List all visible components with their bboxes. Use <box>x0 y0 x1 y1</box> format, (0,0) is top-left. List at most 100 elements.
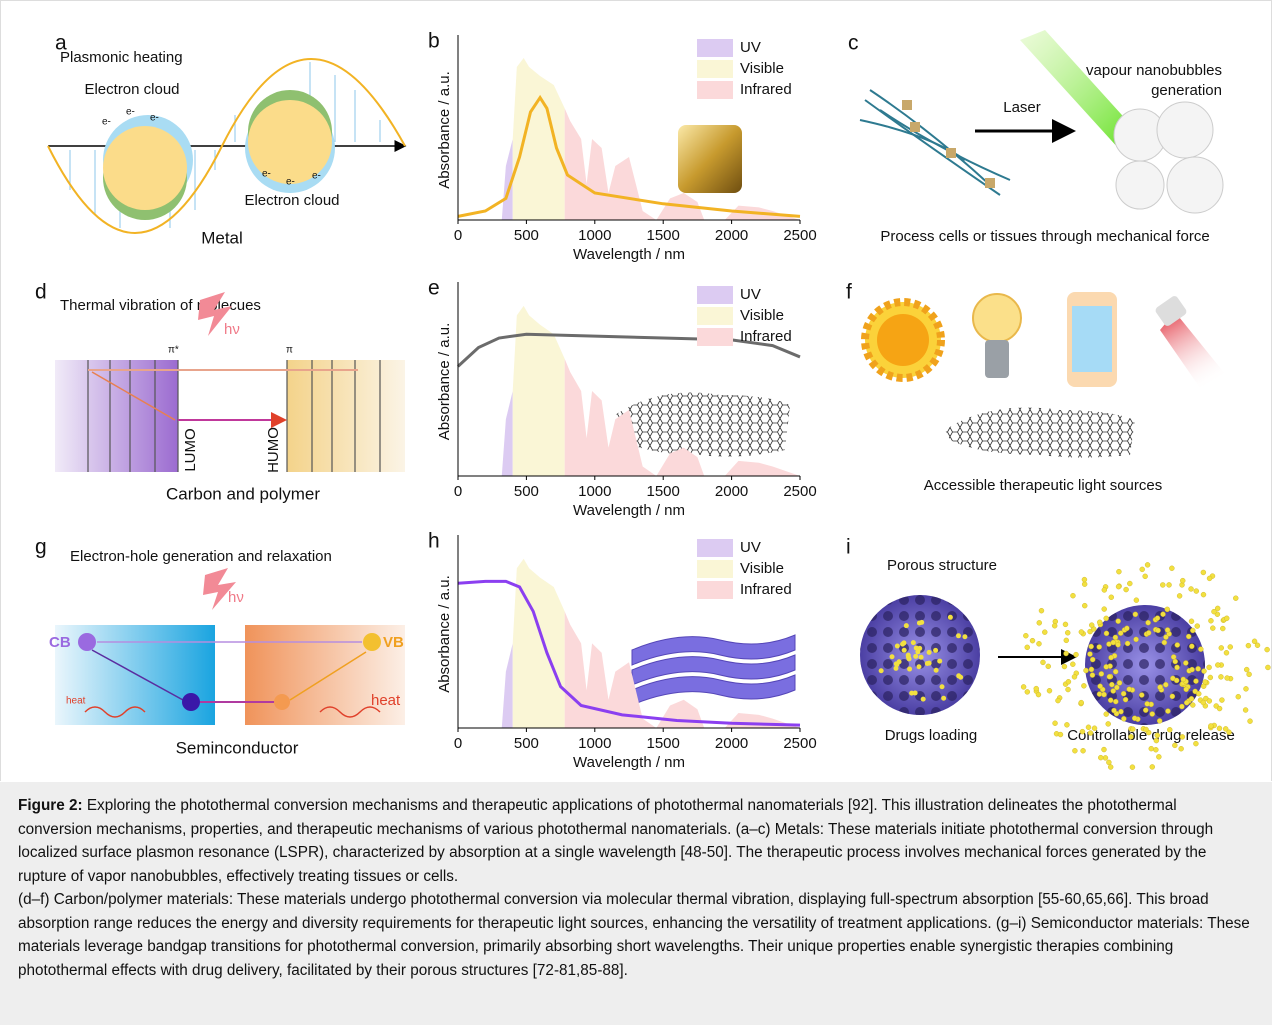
orbital-label: π <box>286 345 293 356</box>
drug <box>1111 640 1116 645</box>
drug <box>1201 570 1206 575</box>
drug <box>1104 631 1109 636</box>
drug <box>1125 641 1130 646</box>
panel-caption: Accessible therapeutic light sources <box>924 477 1162 494</box>
drug <box>933 648 938 653</box>
panel-caption: Carbon and polymer <box>166 484 320 503</box>
drug <box>1132 716 1137 721</box>
drug <box>1021 684 1026 689</box>
legend-swatch <box>697 81 733 99</box>
drug <box>1155 616 1160 621</box>
drug <box>1109 682 1114 687</box>
drug <box>1189 619 1194 624</box>
drug <box>1207 698 1212 703</box>
drug <box>1146 630 1151 635</box>
drug <box>1090 673 1095 678</box>
drug <box>1207 576 1212 581</box>
drug <box>1109 655 1114 660</box>
drug <box>958 675 963 680</box>
drug <box>879 668 884 673</box>
drug <box>902 648 907 653</box>
drug <box>1097 644 1102 649</box>
drug <box>1172 743 1177 748</box>
drug <box>1046 664 1051 669</box>
bulb-base <box>985 340 1009 378</box>
drug <box>904 623 909 628</box>
x-tick-label: 0 <box>454 227 462 244</box>
drug <box>1219 645 1224 650</box>
panel-caption: Seminconductor <box>176 738 299 757</box>
spectrum-region <box>502 643 513 728</box>
drug <box>1074 652 1079 657</box>
nanobubbles <box>1114 102 1223 213</box>
spectrum-region <box>513 58 565 220</box>
legend-label: Infrared <box>740 581 792 598</box>
drug <box>1140 567 1145 572</box>
x-tick-label: 0 <box>454 735 462 752</box>
drug <box>1201 592 1206 597</box>
drug <box>1195 624 1200 629</box>
legend-label: UV <box>740 39 761 56</box>
electron-label: e- <box>286 177 295 188</box>
legend-swatch <box>697 539 733 557</box>
caption-paragraph: (d–f) Carbon/polymer materials: These ma… <box>18 888 1254 982</box>
drug <box>1107 674 1112 679</box>
drug <box>1092 726 1097 731</box>
drug <box>1150 712 1155 717</box>
drug <box>917 620 922 625</box>
drug <box>1211 609 1216 614</box>
drug <box>1087 652 1092 657</box>
panel-title: Electron-hole generation and relaxation <box>70 548 332 565</box>
drug <box>1082 582 1087 587</box>
level-label: HUMO <box>265 427 282 473</box>
drug <box>1127 687 1132 692</box>
panel-c: c Laser vapour nanobubbles generation Pr… <box>848 30 1223 245</box>
panel-letter: c <box>848 32 859 55</box>
drug <box>1088 731 1093 736</box>
drug <box>895 644 900 649</box>
drug <box>1134 598 1139 603</box>
panel-i: i Porous structure Drugs loading Control… <box>846 536 1270 770</box>
y-axis-label: Absorbance / a.u. <box>436 323 453 441</box>
drug <box>1180 734 1185 739</box>
drug <box>1036 692 1041 697</box>
x-tick-label: 2000 <box>715 227 748 244</box>
drug <box>1058 732 1063 737</box>
drug <box>1208 723 1213 728</box>
drug <box>1030 638 1035 643</box>
drug <box>1023 633 1028 638</box>
drug <box>1145 562 1150 567</box>
panel-f: f Accessible therapeutic light sources <box>846 281 1230 494</box>
drug <box>1130 765 1135 770</box>
orbital-label: π* <box>168 345 179 356</box>
hole <box>363 633 381 651</box>
drug <box>1171 654 1176 659</box>
caption-text: (d–f) Carbon/polymer materials: These ma… <box>18 891 1250 979</box>
drug <box>1167 582 1172 587</box>
drug <box>1145 701 1150 706</box>
x-tick-label: 500 <box>514 483 539 500</box>
panel-caption: Metal <box>201 228 243 247</box>
spectrum-region <box>502 391 513 476</box>
y-axis-label: Absorbance / a.u. <box>436 575 453 693</box>
drug <box>1217 726 1222 731</box>
drug <box>1194 589 1199 594</box>
band <box>287 360 405 472</box>
drug <box>1158 685 1163 690</box>
label: Electron cloud <box>84 81 179 98</box>
drug <box>1042 630 1047 635</box>
drug <box>1118 709 1123 714</box>
legend-label: Visible <box>740 560 784 577</box>
drug <box>1236 694 1241 699</box>
band-label: VB <box>383 634 404 651</box>
caption-paragraph: Figure 2: Exploring the photothermal con… <box>18 794 1254 888</box>
drug <box>1163 682 1168 687</box>
band-label: CB <box>49 634 71 651</box>
drug <box>1248 719 1253 724</box>
drug <box>1181 677 1186 682</box>
drug <box>1208 618 1213 623</box>
pores <box>860 595 980 715</box>
electron-label: e- <box>150 113 159 124</box>
drug <box>913 691 918 696</box>
drug <box>1064 722 1069 727</box>
